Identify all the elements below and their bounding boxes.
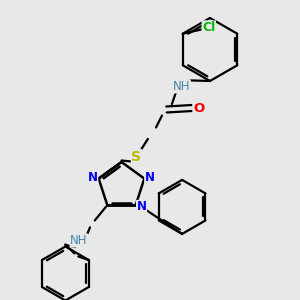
Text: N: N bbox=[136, 200, 147, 213]
Text: NH: NH bbox=[70, 234, 88, 247]
Text: S: S bbox=[131, 150, 142, 164]
Text: Cl: Cl bbox=[202, 21, 215, 34]
Text: N: N bbox=[145, 171, 155, 184]
Text: NH: NH bbox=[173, 80, 190, 93]
Text: O: O bbox=[193, 101, 204, 115]
Text: N: N bbox=[88, 171, 98, 184]
